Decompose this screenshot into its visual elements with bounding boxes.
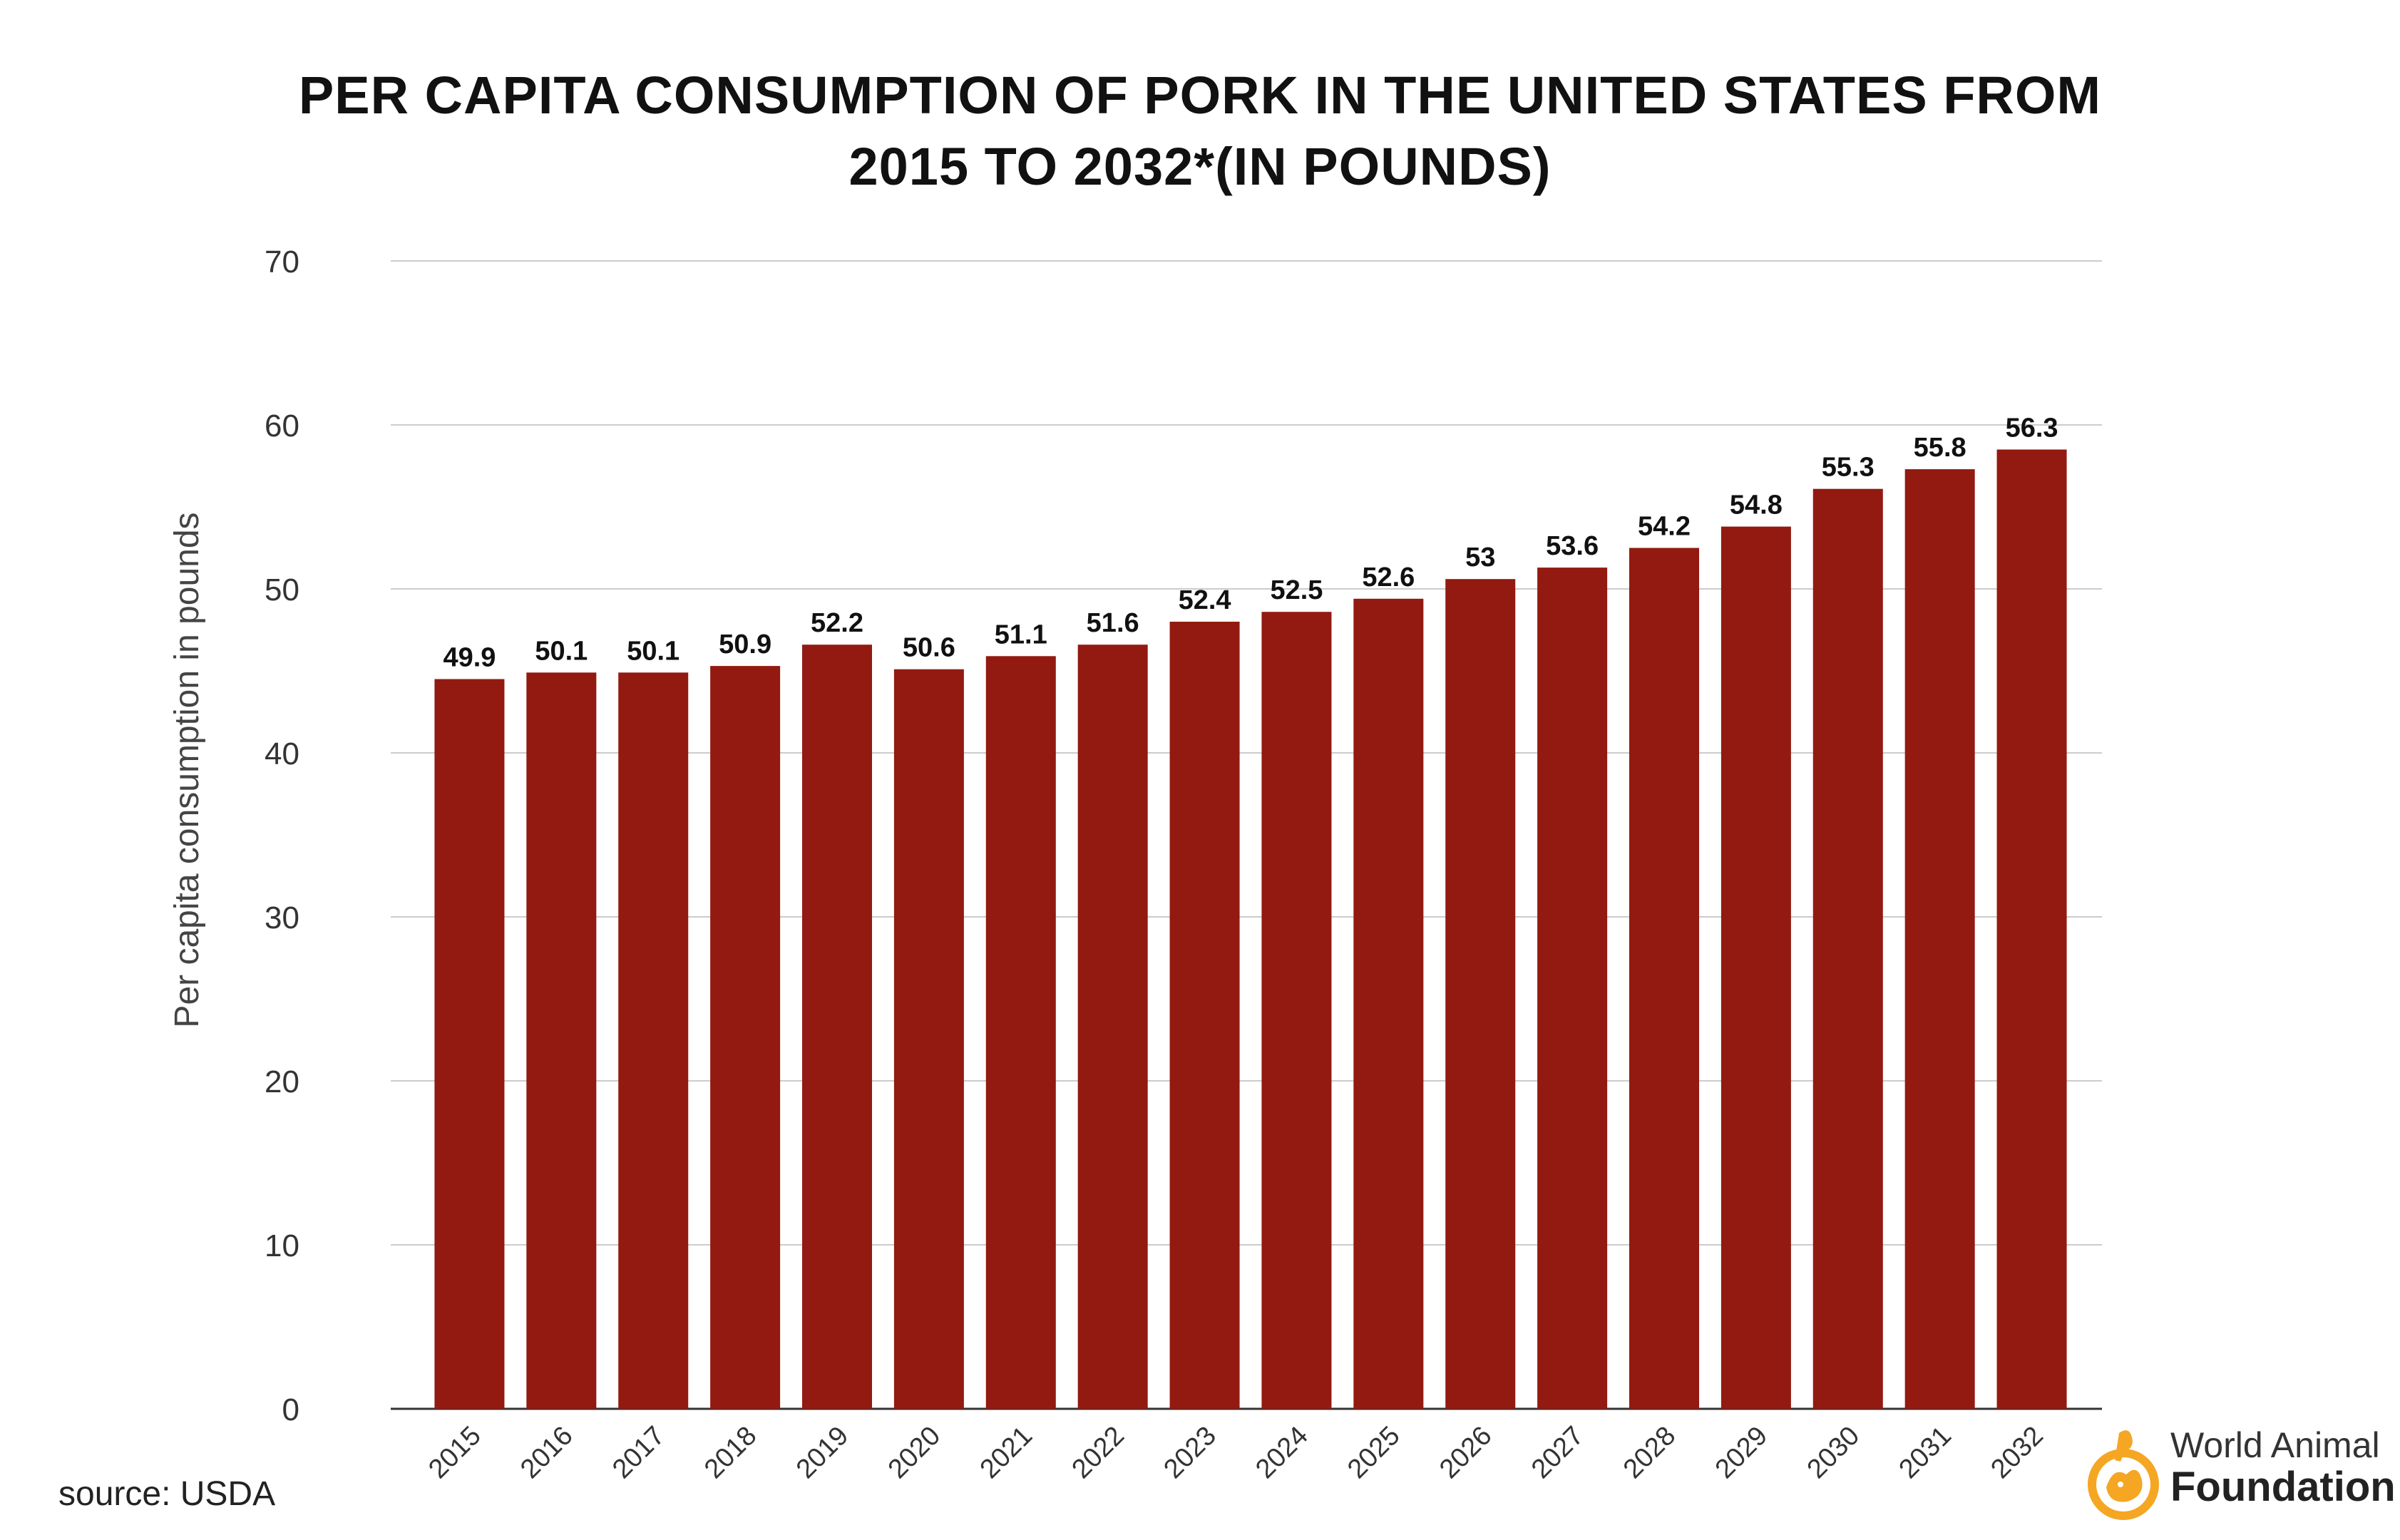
data-label: 52.6 xyxy=(1362,563,1415,592)
bar-2022 xyxy=(1077,645,1148,1410)
x-tick-label: 2020 xyxy=(883,1421,946,1484)
x-tick-label: 2032 xyxy=(1985,1421,2048,1484)
y-tick-label: 70 xyxy=(265,245,299,279)
bar-2017 xyxy=(618,672,689,1409)
bar-2028 xyxy=(1629,548,1699,1409)
chart-title-line-2: 2015 TO 2032*(IN POUNDS) xyxy=(848,137,1552,196)
x-tick-label: 2027 xyxy=(1526,1421,1589,1484)
x-tick-label: 2017 xyxy=(607,1421,670,1484)
logo-text-world-animal: World Animal xyxy=(2170,1425,2380,1465)
data-label: 54.8 xyxy=(1730,491,1783,520)
x-tick-label: 2024 xyxy=(1250,1421,1313,1484)
x-tick-label: 2015 xyxy=(423,1421,486,1484)
data-label: 55.3 xyxy=(1822,453,1875,483)
data-label: 54.2 xyxy=(1638,512,1691,542)
bar-2026 xyxy=(1445,579,1516,1410)
x-tick-label: 2018 xyxy=(699,1421,762,1484)
data-label: 50.6 xyxy=(903,633,955,663)
x-tick-label: 2030 xyxy=(1802,1421,1865,1484)
data-label: 50.1 xyxy=(535,636,588,666)
bar-2020 xyxy=(893,669,964,1410)
data-label: 51.1 xyxy=(995,620,1047,650)
y-tick-label: 20 xyxy=(265,1064,299,1099)
data-label: 51.6 xyxy=(1087,608,1139,638)
x-tick-label: 2019 xyxy=(791,1421,854,1484)
dog-cat-circle-icon xyxy=(2088,1430,2159,1520)
bar-2025 xyxy=(1353,598,1424,1409)
x-tick-label: 2021 xyxy=(975,1421,1038,1484)
x-tick-label: 2025 xyxy=(1342,1421,1405,1484)
brand-logo: World Animal Foundation xyxy=(2082,1419,2396,1526)
data-label: 52.2 xyxy=(811,608,863,638)
bar-2021 xyxy=(985,656,1056,1409)
data-label: 53.6 xyxy=(1546,531,1599,561)
bar-2023 xyxy=(1169,622,1240,1409)
bar-2030 xyxy=(1812,488,1883,1410)
y-tick-label: 10 xyxy=(265,1228,299,1263)
x-tick-label: 2016 xyxy=(515,1421,578,1484)
data-label: 53 xyxy=(1465,543,1495,573)
data-label: 56.3 xyxy=(2006,414,2058,443)
x-tick-label: 2029 xyxy=(1710,1421,1773,1484)
x-tick-label: 2022 xyxy=(1067,1421,1130,1484)
bar-2024 xyxy=(1261,612,1332,1410)
bar-2027 xyxy=(1537,568,1608,1409)
bar-2015 xyxy=(434,679,505,1409)
data-label: 52.4 xyxy=(1179,585,1231,615)
x-tick-label: 2031 xyxy=(1894,1421,1957,1484)
bar-2019 xyxy=(802,645,872,1410)
bar-2032 xyxy=(1996,449,2067,1409)
y-tick-label: 40 xyxy=(265,736,299,771)
chart-title: PER CAPITA CONSUMPTION OF PORK IN THE UN… xyxy=(0,60,2400,202)
y-tick-label: 0 xyxy=(282,1392,299,1427)
data-label: 50.9 xyxy=(719,630,771,659)
bar-2016 xyxy=(526,672,597,1409)
y-tick-label: 60 xyxy=(265,409,299,443)
data-label: 52.5 xyxy=(1270,575,1323,605)
bar-2018 xyxy=(710,666,781,1409)
y-axis-title: Per capita consumption in pounds xyxy=(168,512,206,1027)
chart-title-line-1: PER CAPITA CONSUMPTION OF PORK IN THE UN… xyxy=(298,66,2102,125)
x-tick-label: 2023 xyxy=(1158,1421,1221,1484)
data-label: 55.8 xyxy=(1914,433,1966,463)
x-tick-label: 2028 xyxy=(1618,1421,1681,1484)
data-label: 49.9 xyxy=(443,643,496,673)
bar-2031 xyxy=(1904,469,1975,1409)
logo-text-foundation: Foundation xyxy=(2170,1464,2396,1510)
data-label: 50.1 xyxy=(627,636,680,666)
x-tick-label: 2026 xyxy=(1434,1421,1497,1484)
source-note: source: USDA xyxy=(58,1475,276,1513)
y-tick-label: 30 xyxy=(265,900,299,935)
y-tick-label: 50 xyxy=(265,573,299,607)
bar-2029 xyxy=(1720,526,1791,1409)
